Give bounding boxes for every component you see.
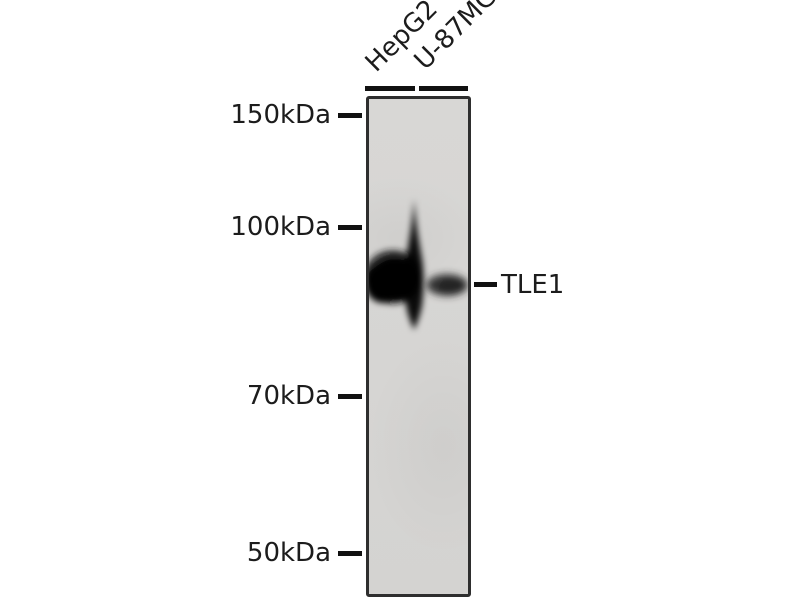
blot-membrane: [366, 96, 471, 597]
mw-marker-70: 70kDa: [150, 380, 362, 412]
mw-label-70: 70kDa: [246, 381, 331, 411]
blot-bands: [369, 199, 468, 330]
mw-label-100: 100kDa: [230, 212, 331, 242]
lane-overline-u87mg: [419, 86, 468, 91]
target-label: TLE1: [501, 270, 565, 300]
lane-overline-hepg2: [365, 86, 415, 91]
mw-marker-50: 50kDa: [150, 537, 362, 569]
band-hepg2: [369, 199, 424, 330]
mw-tick-150: [338, 112, 362, 118]
mw-tick-100: [338, 224, 362, 230]
band-u87mg: [426, 274, 468, 296]
mw-marker-150: 150kDa: [150, 99, 362, 131]
mw-label-150: 150kDa: [230, 100, 331, 130]
mw-tick-50: [338, 550, 362, 556]
mw-tick-70: [338, 393, 362, 399]
mw-marker-100: 100kDa: [150, 211, 362, 243]
target-tick: [474, 282, 497, 287]
mw-label-50: 50kDa: [246, 538, 331, 568]
